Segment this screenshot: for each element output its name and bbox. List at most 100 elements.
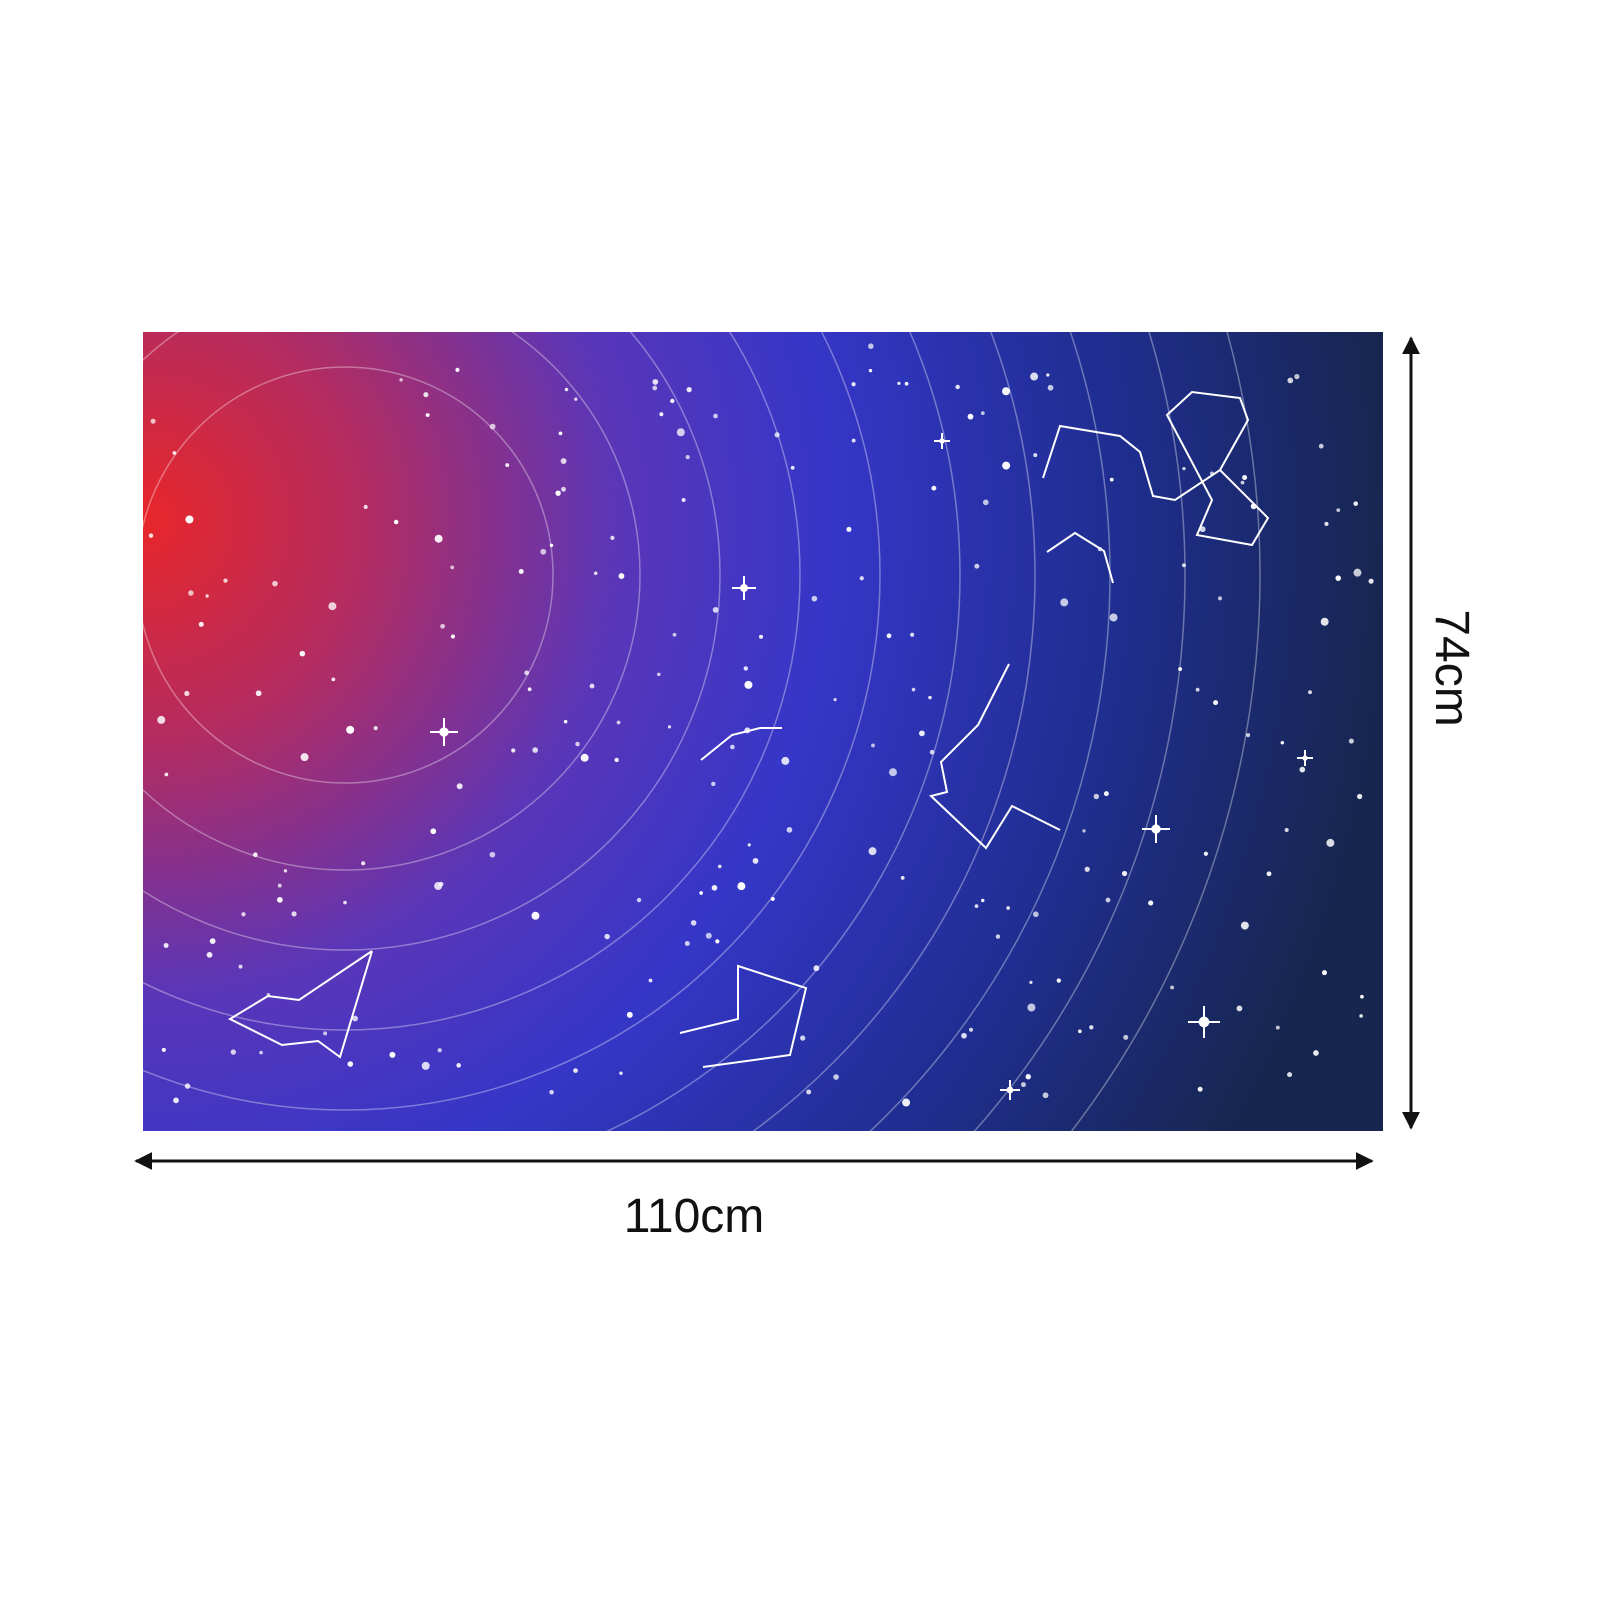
star — [253, 852, 258, 858]
star — [173, 1097, 179, 1104]
star — [575, 741, 580, 747]
width-label: 110cm — [624, 1190, 765, 1243]
star — [589, 683, 595, 689]
star — [744, 680, 753, 689]
star — [705, 932, 712, 939]
star — [230, 1049, 236, 1055]
star — [489, 423, 496, 430]
star — [347, 1061, 354, 1067]
star — [580, 753, 589, 762]
star — [1353, 568, 1362, 577]
star — [255, 690, 262, 697]
star — [163, 943, 169, 949]
star — [928, 695, 932, 700]
star — [604, 933, 610, 940]
star — [1240, 921, 1249, 930]
star — [1242, 474, 1248, 480]
star — [1042, 1092, 1049, 1099]
sparkle-core — [1302, 755, 1308, 761]
star — [223, 578, 228, 583]
star — [1348, 738, 1354, 744]
star — [786, 827, 793, 833]
star — [1020, 1082, 1026, 1088]
star — [425, 413, 430, 417]
star — [259, 1050, 263, 1055]
star — [331, 677, 336, 682]
star — [209, 938, 216, 945]
star — [667, 725, 672, 729]
star — [434, 534, 443, 543]
star — [456, 1063, 461, 1068]
star — [1033, 453, 1038, 458]
star — [851, 382, 856, 387]
star — [238, 964, 243, 969]
star — [974, 563, 980, 569]
star — [652, 385, 658, 391]
star — [518, 569, 524, 575]
star — [527, 687, 532, 692]
star — [399, 378, 403, 382]
star — [781, 756, 790, 765]
sparkle-core — [740, 584, 748, 592]
star — [1002, 387, 1011, 396]
star — [711, 885, 718, 891]
star — [1178, 667, 1183, 671]
sparkle-core — [1006, 1086, 1014, 1094]
star — [532, 747, 539, 753]
star — [300, 753, 309, 762]
star — [929, 749, 935, 755]
star — [172, 451, 177, 455]
star — [744, 727, 751, 734]
star — [833, 1074, 839, 1080]
star — [1203, 851, 1209, 856]
star — [982, 499, 989, 506]
star — [164, 772, 169, 777]
star — [531, 911, 540, 920]
star — [1197, 1086, 1203, 1092]
star — [352, 1015, 358, 1022]
star — [440, 623, 445, 629]
star — [277, 883, 282, 888]
star — [1097, 547, 1103, 552]
star — [790, 465, 795, 470]
sparkle-core — [939, 438, 945, 444]
constellations — [227, 390, 1270, 1068]
star — [713, 413, 718, 419]
star — [616, 720, 621, 725]
star — [806, 1089, 812, 1095]
star — [618, 573, 625, 579]
star — [1287, 1072, 1293, 1078]
star — [573, 1068, 578, 1073]
star — [1082, 829, 1086, 833]
star — [1284, 827, 1289, 833]
star — [1246, 733, 1251, 738]
star — [560, 458, 567, 465]
star — [1084, 866, 1090, 872]
star — [1294, 373, 1300, 380]
star — [684, 941, 690, 946]
star — [980, 411, 985, 416]
tapestry-art — [157, 372, 1362, 1104]
star — [1089, 1025, 1094, 1030]
star — [1030, 372, 1039, 381]
star — [1335, 575, 1342, 581]
star — [1324, 521, 1329, 526]
star — [868, 847, 877, 856]
star — [911, 687, 916, 692]
star — [361, 861, 366, 866]
star — [715, 939, 720, 944]
star — [670, 398, 675, 404]
star — [652, 379, 659, 385]
star — [1336, 508, 1341, 512]
star — [1313, 1050, 1319, 1056]
star — [1105, 897, 1111, 903]
star — [450, 565, 455, 570]
star — [157, 715, 166, 724]
star — [328, 602, 337, 611]
star — [1218, 596, 1222, 601]
star — [685, 454, 690, 460]
star — [437, 1048, 442, 1053]
star — [931, 485, 937, 491]
star — [549, 543, 554, 548]
